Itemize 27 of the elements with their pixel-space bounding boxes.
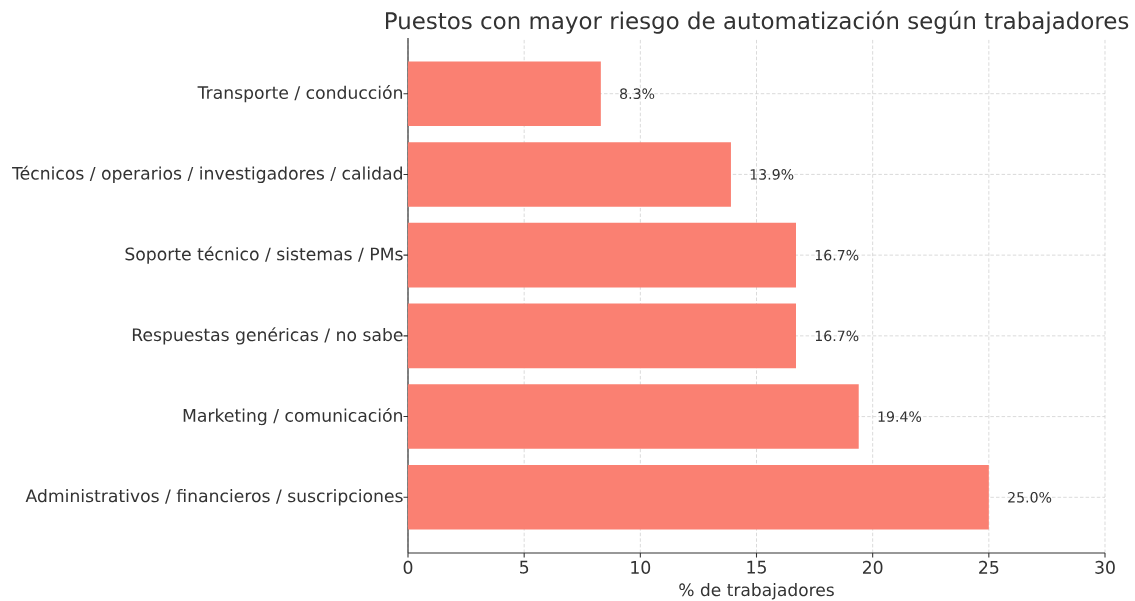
x-tick-label: 0 [403, 560, 413, 574]
bar [408, 303, 796, 369]
y-tick-label: Marketing / comunicación [183, 407, 403, 426]
bar [408, 222, 796, 288]
data-label: 16.7% [815, 330, 859, 342]
data-label: 13.9% [750, 169, 794, 180]
bar [408, 61, 601, 126]
x-tick-label: 30 [1095, 560, 1115, 574]
data-label: 19.4% [878, 411, 922, 422]
data-label: 8.3% [620, 88, 655, 100]
bar [408, 384, 859, 449]
bar [408, 465, 989, 530]
chart-title: Puestos con mayor riesgo de automatización según trabajadores [386, 10, 1129, 34]
y-tick-label: Respuestas genéricas / no sabe [132, 327, 403, 345]
y-tick-label: Técnicos / operarios / investigadores / calidad [12, 165, 402, 184]
y-tick-label: Transporte / conducción [197, 85, 403, 103]
x-tick-label: 20 [862, 560, 883, 574]
y-tick-label: Soporte técnico / sistemas / PMs [125, 246, 403, 264]
x-tick-label: 10 [631, 560, 651, 574]
y-tick-label: Administrativos / financieros / suscripciones [25, 488, 403, 506]
bar [408, 142, 731, 207]
data-label: 16.7% [815, 249, 859, 261]
x-axis-title: % de trabajadores [679, 583, 834, 600]
x-tick-label: 5 [520, 560, 529, 574]
x-tick-label: 25 [979, 560, 999, 574]
data-label: 25.0% [1008, 491, 1052, 503]
x-tick-label: 15 [747, 560, 766, 574]
